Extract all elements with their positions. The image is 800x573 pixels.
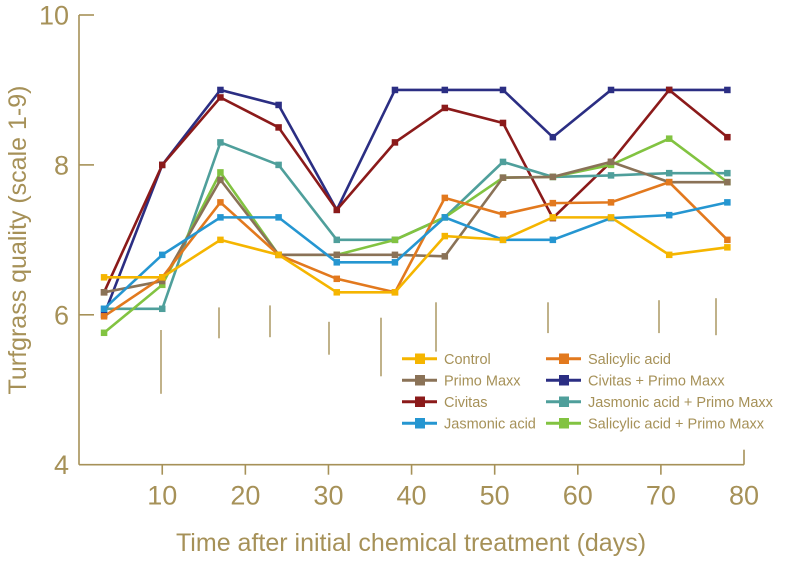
svg-text:10: 10 bbox=[147, 481, 177, 511]
svg-text:80: 80 bbox=[729, 481, 759, 511]
svg-text:Salicylic acid + Primo Maxx: Salicylic acid + Primo Maxx bbox=[588, 416, 765, 432]
svg-text:4: 4 bbox=[54, 450, 69, 480]
svg-text:8: 8 bbox=[54, 150, 69, 180]
svg-text:Salicylic acid: Salicylic acid bbox=[588, 352, 671, 368]
svg-text:70: 70 bbox=[646, 481, 676, 511]
svg-text:Primo Maxx: Primo Maxx bbox=[444, 373, 521, 389]
svg-text:6: 6 bbox=[54, 300, 69, 330]
svg-text:Control: Control bbox=[444, 352, 491, 368]
svg-text:40: 40 bbox=[397, 481, 427, 511]
svg-text:Jasmonic acid: Jasmonic acid bbox=[444, 416, 536, 432]
svg-text:30: 30 bbox=[313, 481, 343, 511]
svg-text:Civitas: Civitas bbox=[444, 395, 488, 411]
svg-text:Turfgrass quality (scale 1-9): Turfgrass quality (scale 1-9) bbox=[4, 86, 32, 395]
svg-text:60: 60 bbox=[563, 481, 593, 511]
svg-text:Civitas + Primo Maxx: Civitas + Primo Maxx bbox=[588, 373, 725, 389]
svg-text:Time after initial chemical tr: Time after initial chemical treatment (d… bbox=[176, 529, 646, 557]
svg-text:20: 20 bbox=[230, 481, 260, 511]
svg-text:10: 10 bbox=[39, 1, 69, 31]
svg-text:Jasmonic acid + Primo Maxx: Jasmonic acid + Primo Maxx bbox=[588, 395, 774, 411]
svg-text:50: 50 bbox=[480, 481, 510, 511]
